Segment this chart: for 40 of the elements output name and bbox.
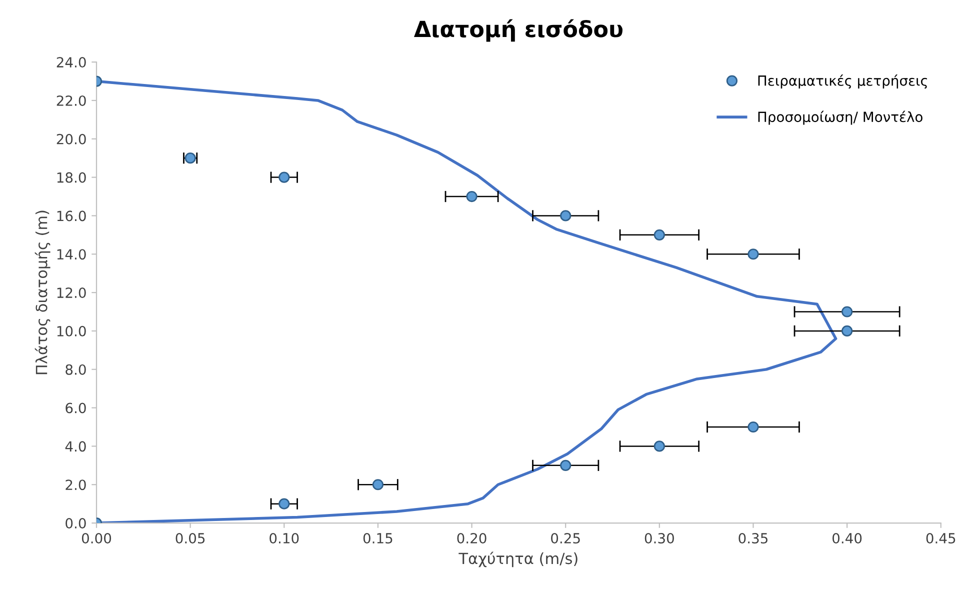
point (372, 479, 384, 490)
y-tick-label: 14.0 (57, 249, 86, 260)
y-tick-label: 22.0 (56, 95, 86, 106)
point (278, 498, 290, 510)
x-tick-label: 0.15 (363, 533, 392, 544)
point (748, 421, 759, 433)
y-tick-label: 18.0 (57, 172, 86, 183)
y-tick-label: 24.0 (56, 57, 86, 68)
y-tick-label: 2.0 (66, 480, 86, 490)
point (842, 325, 853, 337)
point (654, 440, 665, 452)
y-tick-label: 0.0 (66, 518, 86, 529)
legend-label: Προσομοίωση/ Μοντέλο (758, 110, 922, 125)
y-tick-label: 20.0 (56, 134, 86, 144)
legend-label: Πειραματικές μετρήσεις (758, 74, 927, 89)
x-tick-label: 0.40 (832, 533, 862, 544)
y-tick-label: 16.0 (57, 210, 86, 222)
x-tick-label: 0.10 (270, 533, 299, 544)
x-tick-label: 0.45 (926, 533, 956, 544)
x-tick-label: 0.30 (644, 533, 674, 544)
x-tick-label: 0.20 (457, 533, 486, 544)
point (466, 190, 478, 202)
point (748, 248, 759, 260)
y-axis-title: Πλάτος διατομής (m) (34, 210, 50, 374)
point (654, 229, 665, 240)
y-tick-label: 10.0 (57, 326, 86, 336)
point (842, 306, 853, 318)
y-tick-label: 4.0 (65, 441, 86, 452)
point (560, 460, 572, 471)
point (278, 172, 290, 183)
x-tick-label: 0.35 (738, 533, 768, 544)
x-tick-label: 0.05 (176, 533, 205, 544)
x-tick-label: 0.00 (82, 533, 112, 544)
point (560, 210, 572, 222)
x-tick-label: 0.25 (551, 533, 580, 544)
y-tick-label: 8.0 (66, 364, 86, 375)
chart-title: Διατομή εισόδου (414, 19, 622, 42)
x-axis-title: Ταχύτητα (m/s) (458, 552, 578, 568)
y-tick-label: 12.0 (57, 288, 86, 298)
y-tick-label: 6.0 (66, 402, 86, 414)
